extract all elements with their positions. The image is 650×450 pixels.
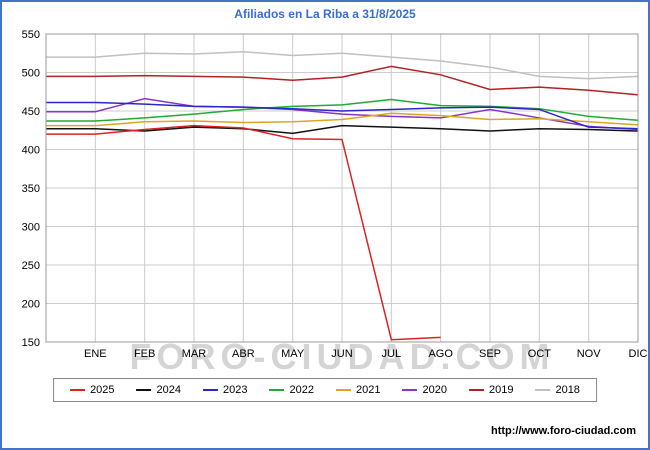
legend-swatch-2025 <box>70 389 86 391</box>
x-axis-tick-label: OCT <box>528 348 552 360</box>
x-axis-tick-label: JUN <box>331 348 352 360</box>
legend-item-2024: 2024 <box>136 384 182 396</box>
line-chart-canvas: 150200250300350400450500550FORO-CIUDAD.C… <box>22 29 648 374</box>
legend-swatch-2018 <box>535 389 551 391</box>
legend-label-2025: 2025 <box>90 384 115 396</box>
legend-label-2024: 2024 <box>156 384 182 396</box>
series-line-2020 <box>46 97 639 131</box>
legend-label-2019: 2019 <box>488 384 514 396</box>
legend-label-2020: 2020 <box>422 384 447 396</box>
x-axis-tick-label: ABR <box>232 348 255 360</box>
y-axis-tick-label: 300 <box>22 222 40 234</box>
legend-item-2019: 2019 <box>468 384 514 396</box>
series-line-2025 <box>46 124 441 341</box>
legend-swatch-2021 <box>336 389 351 391</box>
legend-item-2025: 2025 <box>70 384 115 396</box>
x-axis-tick-label: FEB <box>134 348 155 360</box>
x-axis-tick-label: JUL <box>382 348 402 360</box>
legend-swatch-2024 <box>136 389 152 391</box>
y-axis-tick-label: 450 <box>22 106 40 118</box>
x-axis-tick-label: DIC <box>629 348 648 360</box>
plot-border <box>45 33 639 343</box>
y-axis-tick-label: 150 <box>22 337 40 349</box>
series-line-2021 <box>46 112 639 127</box>
series-line-2019 <box>46 65 639 96</box>
series-line-2022 <box>46 98 639 122</box>
legend-swatch-2020 <box>402 389 418 391</box>
y-axis-tick-label: 350 <box>22 183 40 195</box>
legend-item-2022: 2022 <box>269 384 314 396</box>
legend-item-2021: 2021 <box>336 384 380 396</box>
legend-swatch-2022 <box>269 389 285 391</box>
legend-item-2023: 2023 <box>203 384 248 396</box>
x-axis-tick-label: NOV <box>577 348 602 360</box>
y-axis-tick-label: 250 <box>22 260 40 272</box>
legend-item-2020: 2020 <box>402 384 447 396</box>
legend-label-2023: 2023 <box>223 384 248 396</box>
legend-label-2021: 2021 <box>356 384 381 396</box>
chart-legend: 2025 2024 2023 2022 2021 2020 2019 2018 <box>53 378 597 402</box>
y-axis-tick-label: 400 <box>22 145 40 157</box>
chart-title: Afiliados en La Riba a 31/8/2025 <box>234 7 416 21</box>
x-axis-tick-label: SEP <box>479 348 501 360</box>
legend-swatch-2023 <box>203 389 219 391</box>
y-axis-tick-label: 500 <box>22 68 40 80</box>
x-axis-tick-label: AGO <box>428 348 453 360</box>
legend-swatch-2019 <box>468 389 484 391</box>
series-line-2024 <box>46 124 639 135</box>
y-axis-tick-label: 200 <box>22 299 40 311</box>
y-axis-tick-label: 550 <box>22 29 40 41</box>
x-axis-tick-label: MAR <box>182 348 207 360</box>
footer-url[interactable]: http://www.foro-ciudad.com <box>490 425 636 437</box>
x-axis-tick-label: MAY <box>281 348 305 360</box>
legend-item-2018: 2018 <box>535 384 580 396</box>
series-line-2018 <box>46 50 639 80</box>
x-axis-tick-label: ENE <box>84 348 107 360</box>
legend-label-2018: 2018 <box>555 384 580 396</box>
series-line-2023 <box>46 101 639 130</box>
legend-label-2022: 2022 <box>289 384 314 396</box>
